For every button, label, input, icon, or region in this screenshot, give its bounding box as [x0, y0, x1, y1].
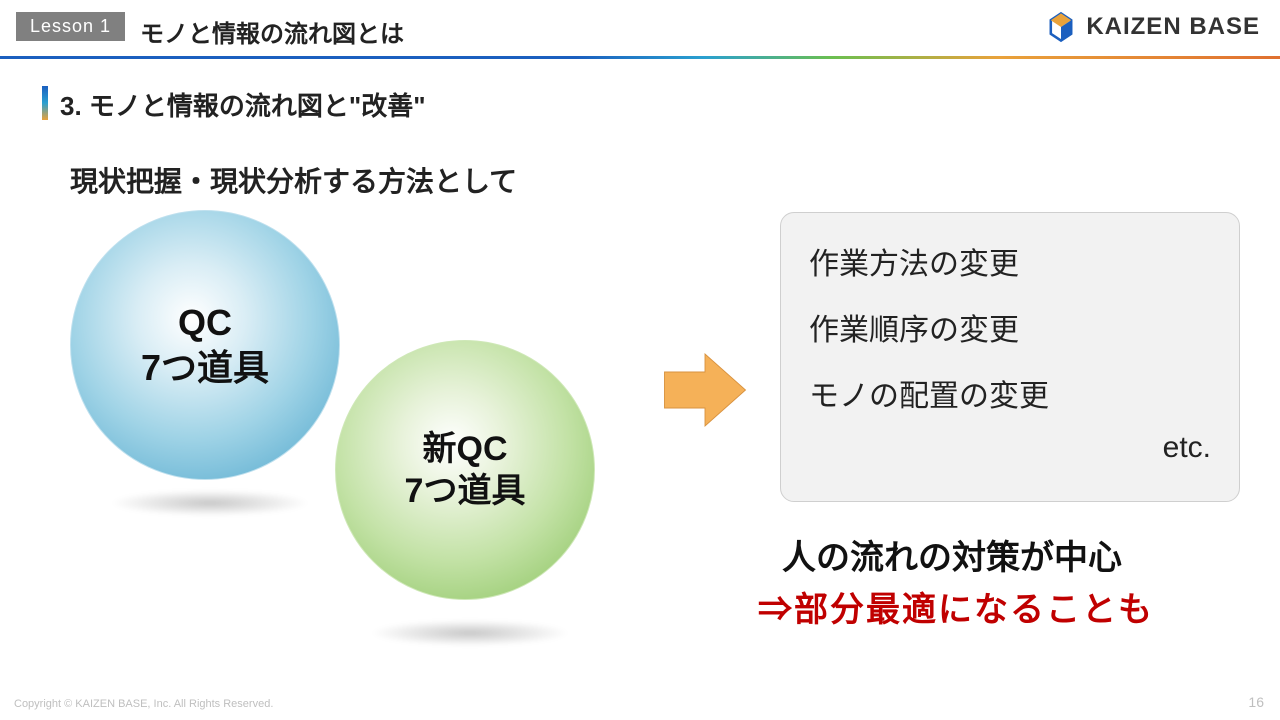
- box-etc: etc.: [809, 431, 1211, 465]
- lesson-badge: Lesson 1: [16, 12, 125, 41]
- circle-newqc7-line2: 7つ道具: [405, 470, 526, 513]
- arrow-right-icon: [660, 345, 750, 435]
- box-line-2: 作業順序の変更: [809, 305, 1211, 349]
- caption-line2: ⇒部分最適になることも: [758, 582, 1154, 631]
- brand-logo-icon: [1044, 10, 1078, 44]
- brand-name: KAIZEN BASE: [1086, 13, 1260, 41]
- circle-qc7-line2: 7つ道具: [141, 345, 269, 390]
- box-line-1: 作業方法の変更: [809, 239, 1211, 283]
- circle-newqc7-shadow: [370, 620, 570, 646]
- circle-qc7-line1: QC: [178, 300, 232, 345]
- page-number: 16: [1248, 694, 1264, 710]
- circle-newqc7: 新QC 7つ道具: [335, 340, 595, 600]
- slide-title: モノと情報の流れ図とは: [140, 14, 404, 49]
- changes-box: 作業方法の変更 作業順序の変更 モノの配置の変更 etc.: [780, 212, 1240, 502]
- header-rule: [0, 56, 1280, 59]
- circle-newqc7-line1: 新QC: [423, 428, 508, 471]
- circle-qc7: QC 7つ道具: [70, 210, 340, 480]
- brand: KAIZEN BASE: [1044, 10, 1260, 44]
- slide-header: Lesson 1 モノと情報の流れ図とは KAIZEN BASE: [0, 0, 1280, 56]
- section-accent-bar: [42, 86, 48, 120]
- copyright: Copyright © KAIZEN BASE, Inc. All Rights…: [14, 698, 273, 710]
- caption-line1: 人の流れの対策が中心: [782, 530, 1122, 579]
- box-line-3: モノの配置の変更: [809, 371, 1211, 415]
- section-title: 3. モノと情報の流れ図と"改善": [60, 86, 426, 123]
- circle-qc7-shadow: [110, 490, 310, 516]
- lead-text: 現状把握・現状分析する方法として: [70, 160, 517, 200]
